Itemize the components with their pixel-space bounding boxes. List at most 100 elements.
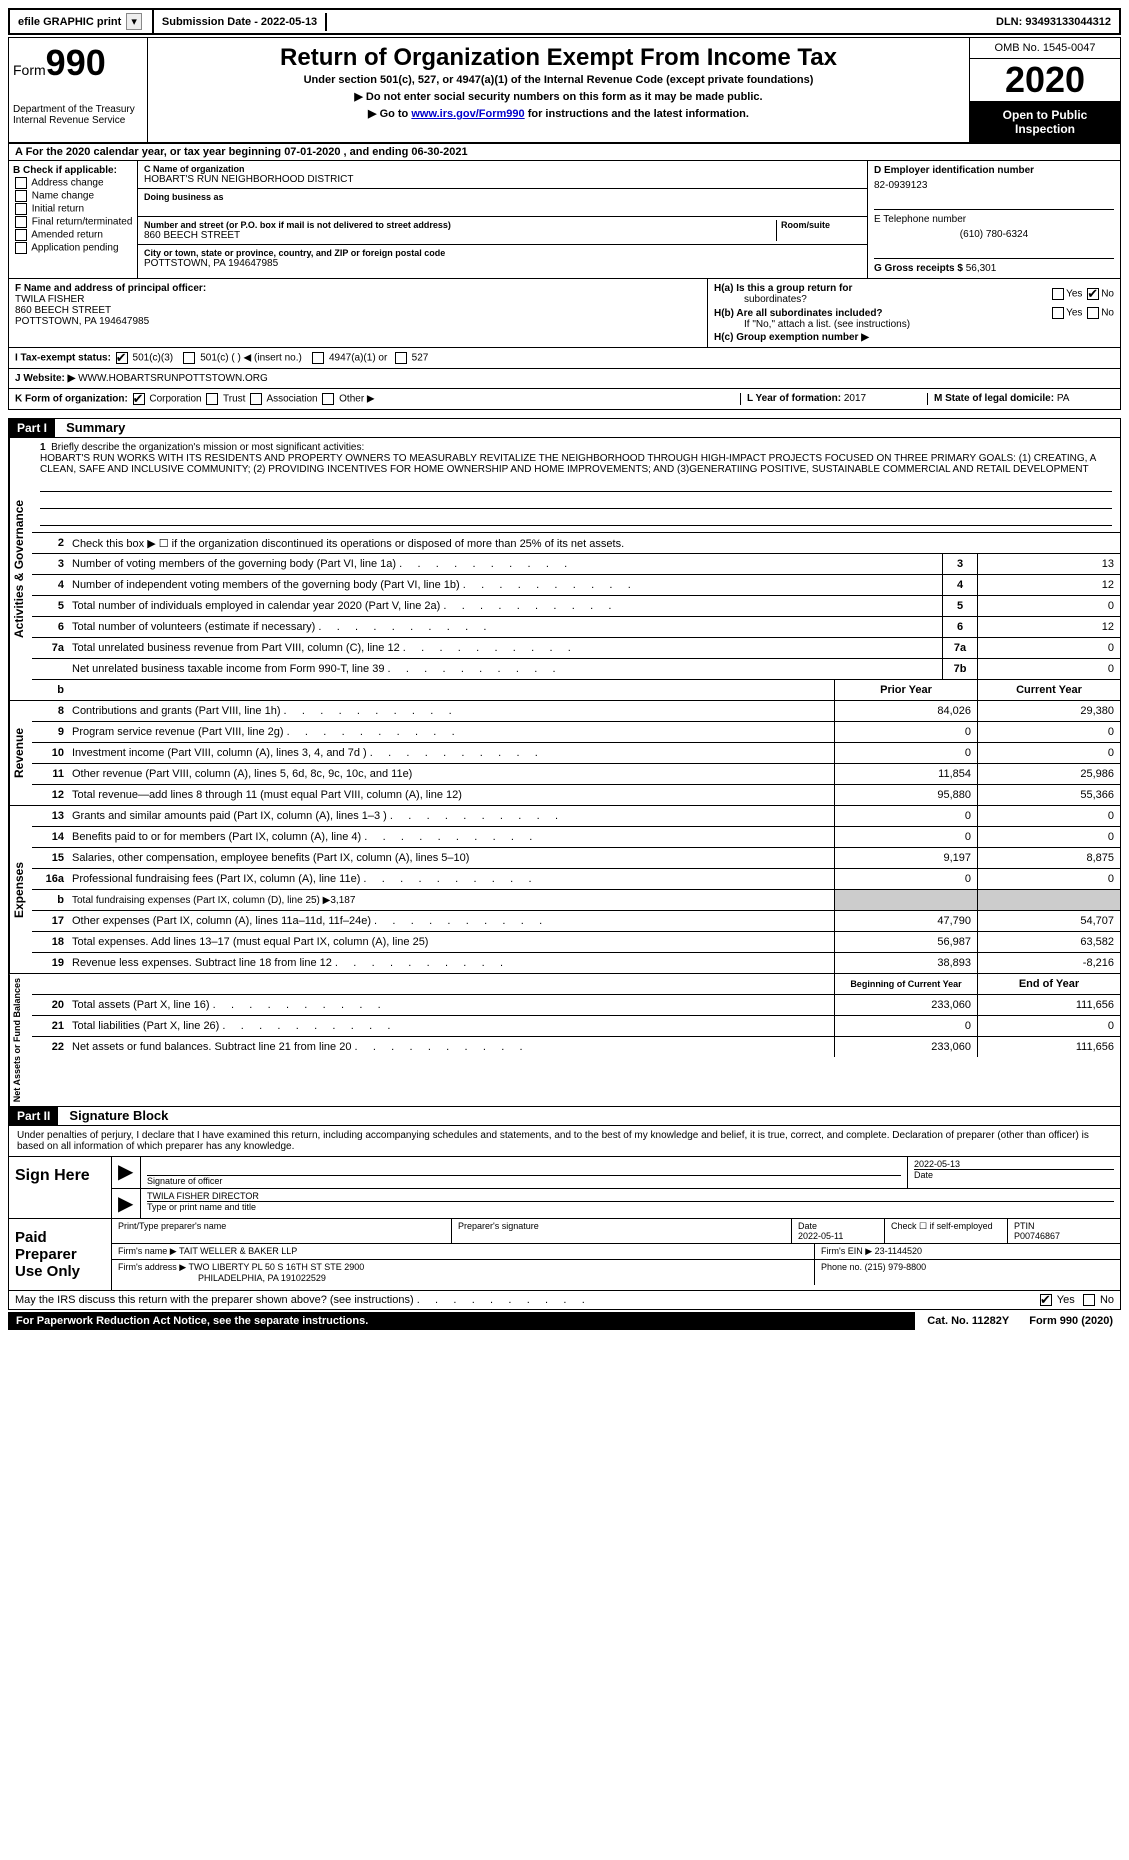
chk-ha-no[interactable]	[1087, 288, 1099, 300]
chk-name-change[interactable]	[15, 190, 27, 202]
vert-expenses: Expenses	[9, 806, 32, 973]
part1-title: Summary	[58, 418, 133, 437]
paid-preparer-label: Paid Preparer Use Only	[9, 1219, 112, 1290]
info-block: B Check if applicable: Address change Na…	[8, 161, 1121, 279]
header-center: Return of Organization Exempt From Incom…	[148, 38, 970, 142]
declaration-text: Under penalties of perjury, I declare th…	[9, 1126, 1120, 1156]
paid-preparer-row: Paid Preparer Use Only Print/Type prepar…	[9, 1218, 1120, 1290]
chk-final-return[interactable]	[15, 216, 27, 228]
chk-app-pending[interactable]	[15, 242, 27, 254]
chk-4947[interactable]	[312, 352, 324, 364]
chk-trust[interactable]	[206, 393, 218, 405]
firm-phone: (215) 979-8800	[865, 1262, 927, 1272]
chk-hb-no[interactable]	[1087, 307, 1099, 319]
part2-title: Signature Block	[61, 1106, 176, 1125]
part1-badge: Part I	[9, 419, 55, 437]
box-h: H(a) Is this a group return for subordin…	[708, 279, 1120, 347]
col-current-year: Current Year	[977, 680, 1120, 700]
vert-revenue: Revenue	[9, 701, 32, 805]
section-governance: Activities & Governance 1 Briefly descri…	[8, 438, 1121, 701]
tax-year: 2020	[970, 59, 1120, 102]
chk-address-change[interactable]	[15, 177, 27, 189]
dba-label: Doing business as	[144, 192, 861, 202]
chk-ha-yes[interactable]	[1052, 288, 1064, 300]
arrow-icon: ▶	[112, 1189, 141, 1218]
city-label: City or town, state or province, country…	[144, 248, 861, 258]
chk-assoc[interactable]	[250, 393, 262, 405]
j-row: J Website: ▶ WWW.HOBARTSRUNPOTTSTOWN.ORG	[8, 369, 1121, 389]
chk-initial-return[interactable]	[15, 203, 27, 215]
vert-governance: Activities & Governance	[9, 438, 32, 700]
chk-discuss-yes[interactable]	[1040, 1294, 1052, 1306]
row-a-tax-year: A For the 2020 calendar year, or tax yea…	[8, 144, 1121, 161]
graphic-button[interactable]: ▾	[126, 13, 142, 30]
form-number: 990	[46, 42, 106, 83]
section-expenses: Expenses 13Grants and similar amounts pa…	[8, 806, 1121, 974]
efile-label: efile GRAPHIC print	[18, 16, 121, 28]
box-f: F Name and address of principal officer:…	[9, 279, 708, 347]
section-net-assets: Net Assets or Fund Balances Beginning of…	[8, 974, 1121, 1107]
city-state-zip: POTTSTOWN, PA 194647985	[144, 258, 861, 269]
gross-receipts-value: 56,301	[966, 263, 997, 274]
box-c: C Name of organization HOBART'S RUN NEIG…	[138, 161, 868, 278]
ein-value: 82-0939123	[874, 180, 1114, 191]
website-url: WWW.HOBARTSRUNPOTTSTOWN.ORG	[78, 373, 268, 384]
k-l-m-row: K Form of organization: Corporation Trus…	[8, 389, 1121, 410]
year-formation: 2017	[844, 393, 866, 404]
phone-label: E Telephone number	[874, 214, 1114, 225]
irs-label: Internal Revenue Service	[13, 115, 143, 126]
discuss-row: May the IRS discuss this return with the…	[8, 1291, 1121, 1310]
firm-addr2: PHILADELPHIA, PA 191022529	[198, 1273, 326, 1283]
officer-city: POTTSTOWN, PA 194647985	[15, 316, 701, 327]
form-label: Form	[13, 62, 46, 78]
header-left: Form990 Department of the Treasury Inter…	[9, 38, 148, 142]
efile-segment: efile GRAPHIC print ▾	[10, 10, 154, 33]
form-subtitle: Under section 501(c), 527, or 4947(a)(1)…	[152, 74, 965, 86]
cat-number: Cat. No. 11282Y	[915, 1312, 1021, 1330]
org-name: HOBART'S RUN NEIGHBORHOOD DISTRICT	[144, 174, 861, 185]
note-link: ▶ Go to www.irs.gov/Form990 for instruct…	[152, 107, 965, 120]
top-bar: efile GRAPHIC print ▾ Submission Date - …	[8, 8, 1121, 35]
street-label: Number and street (or P.O. box if mail i…	[144, 220, 776, 230]
i-label: I Tax-exempt status:	[15, 353, 111, 364]
vert-net-assets: Net Assets or Fund Balances	[9, 974, 32, 1106]
omb-number: OMB No. 1545-0047	[970, 38, 1120, 59]
line3-val: 13	[977, 554, 1120, 574]
officer-name-title: TWILA FISHER DIRECTOR	[147, 1191, 1114, 1201]
chk-501c3[interactable]	[116, 352, 128, 364]
ptin-value: P00746867	[1014, 1231, 1060, 1241]
submission-date: Submission Date - 2022-05-13	[154, 13, 327, 31]
chk-hb-yes[interactable]	[1052, 307, 1064, 319]
chk-amended[interactable]	[15, 229, 27, 241]
signature-block: Under penalties of perjury, I declare th…	[8, 1126, 1121, 1291]
sign-here-row: Sign Here ▶ Signature of officer 2022-05…	[9, 1156, 1120, 1218]
ein-label: D Employer identification number	[874, 165, 1114, 176]
part2-badge: Part II	[9, 1107, 58, 1125]
mission-text: HOBART'S RUN WORKS WITH ITS RESIDENTS AN…	[40, 453, 1112, 475]
form-title: Return of Organization Exempt From Incom…	[152, 44, 965, 72]
officer-label: F Name and address of principal officer:	[15, 283, 701, 294]
discuss-text: May the IRS discuss this return with the…	[15, 1294, 585, 1306]
open-to-public: Open to Public Inspection	[970, 102, 1120, 142]
paperwork-notice: For Paperwork Reduction Act Notice, see …	[8, 1312, 915, 1330]
chk-discuss-no[interactable]	[1083, 1294, 1095, 1306]
line5-val: 0	[977, 596, 1120, 616]
chk-other[interactable]	[322, 393, 334, 405]
org-name-label: C Name of organization	[144, 164, 861, 174]
mission-label: Briefly describe the organization's miss…	[51, 442, 364, 453]
chk-501c[interactable]	[183, 352, 195, 364]
line4-val: 12	[977, 575, 1120, 595]
note-ssn: ▶ Do not enter social security numbers o…	[152, 90, 965, 103]
chk-527[interactable]	[395, 352, 407, 364]
bottom-bar: For Paperwork Reduction Act Notice, see …	[8, 1312, 1121, 1330]
officer-name: TWILA FISHER	[15, 294, 701, 305]
i-row: I Tax-exempt status: 501(c)(3) 501(c) ( …	[8, 348, 1121, 369]
irs-link[interactable]: www.irs.gov/Form990	[411, 108, 524, 120]
chk-corp[interactable]	[133, 393, 145, 405]
firm-name: TAIT WELLER & BAKER LLP	[179, 1246, 297, 1256]
col-prior-year: Prior Year	[834, 680, 977, 700]
dln: DLN: 93493133044312	[988, 13, 1119, 31]
line6-val: 12	[977, 617, 1120, 637]
room-label: Room/suite	[781, 220, 861, 230]
part1-header-row: Part I Summary	[8, 418, 1121, 438]
